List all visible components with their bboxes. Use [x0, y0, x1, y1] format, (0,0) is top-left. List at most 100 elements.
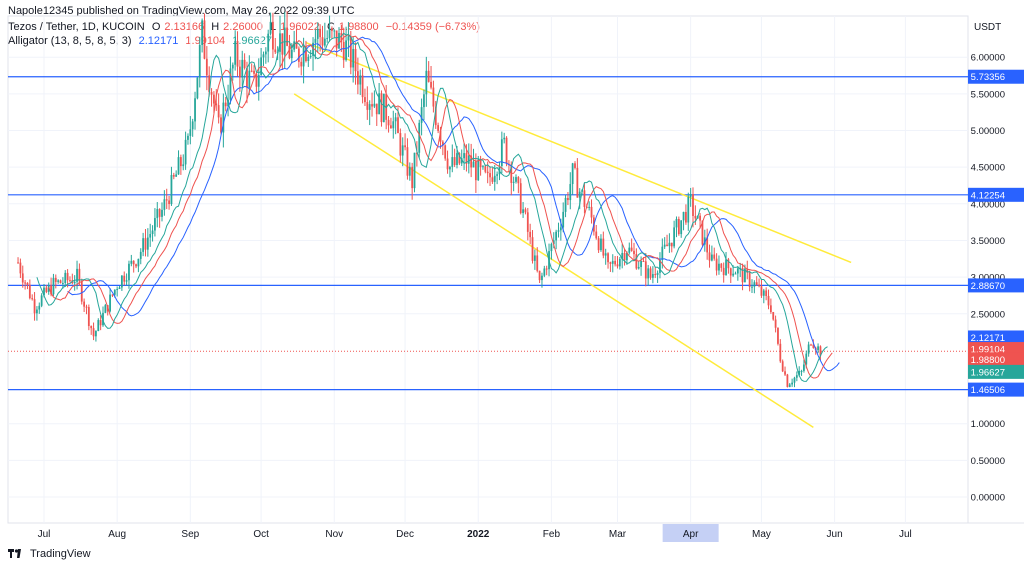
y-tick-label: 3.50000 [971, 236, 1005, 247]
candle-body [26, 282, 29, 285]
candle-body [215, 103, 218, 106]
candle-body [128, 263, 130, 281]
candle-body [791, 382, 794, 385]
candle-body [106, 305, 109, 312]
price-tag [968, 342, 1024, 357]
candle-body [87, 307, 90, 327]
candle-body [231, 64, 234, 69]
candle-body [772, 312, 775, 320]
candle-body [628, 247, 631, 253]
candle-body [626, 252, 628, 261]
change-value: −0.14359 (−6.73%) [385, 21, 480, 33]
candle-body [430, 81, 432, 88]
candle-body [732, 273, 735, 276]
candle-body [33, 299, 36, 314]
candle-body [670, 242, 673, 247]
candle-body [706, 237, 709, 253]
candle-body [484, 166, 487, 172]
candle-body [616, 264, 619, 267]
level-price-tag [968, 69, 1024, 84]
candle-body [769, 305, 772, 313]
candle-body [250, 70, 253, 72]
candle-body [182, 164, 185, 167]
alligator-lips-line [36, 32, 828, 382]
candle-body [701, 220, 704, 245]
candle-body [213, 94, 215, 104]
candle-body [470, 155, 473, 168]
candle-body [40, 295, 43, 306]
low-label: L [269, 21, 277, 33]
x-tick-label: Sep [181, 529, 199, 540]
y-tick-label: 2.50000 [971, 309, 1005, 320]
candle-body [168, 200, 170, 205]
candle-body [536, 255, 539, 271]
level-price-text: 1.46506 [971, 385, 1005, 396]
symbol-name[interactable]: Tezos / Tether, 1D, KUCOIN [8, 21, 145, 33]
candle-body [276, 51, 279, 53]
candle-body [777, 327, 779, 344]
candle-body [611, 260, 614, 264]
candle-body [729, 268, 732, 276]
candle-body [375, 103, 378, 115]
candle-body [189, 129, 192, 136]
candle-body [347, 36, 350, 41]
candle-body [519, 183, 522, 214]
candle-body [656, 272, 659, 275]
candle-body [149, 233, 152, 238]
candle-body [305, 47, 307, 62]
candle-body [463, 153, 465, 159]
candle-body [142, 238, 145, 252]
candle-body [125, 280, 128, 282]
candle-body [753, 282, 756, 287]
y-tick-label: 0.00000 [971, 493, 1005, 504]
candle-body [335, 30, 338, 49]
candle-body [543, 268, 546, 276]
candle-body [793, 377, 796, 383]
candle-body [583, 190, 586, 207]
candle-body [559, 227, 562, 231]
grid [8, 16, 968, 523]
candle-body [340, 33, 343, 42]
candle-body [798, 370, 801, 376]
candle-body [489, 173, 491, 178]
candle-body [434, 106, 437, 126]
x-tick-label: Jul [38, 529, 51, 540]
candle-body [418, 122, 421, 153]
candle-body [751, 286, 753, 288]
candle-body [637, 266, 640, 269]
indicator-name[interactable]: Alligator (13, 8, 5, 8, 5, 3) [8, 35, 132, 47]
candle-body [390, 125, 392, 129]
candle-body [574, 163, 576, 168]
candle-body [290, 49, 293, 59]
candle-body [104, 305, 107, 313]
candle-body [581, 190, 583, 192]
candle-body [595, 231, 598, 239]
candle-body [677, 218, 680, 235]
candle-body [194, 98, 196, 122]
candle-body [444, 145, 447, 159]
candle-body [465, 153, 468, 164]
candle-body [522, 209, 524, 214]
candle-body [307, 56, 310, 62]
price-tag [968, 330, 1024, 345]
candle-body [196, 77, 199, 99]
candle-body [394, 117, 397, 122]
candle-body [427, 70, 430, 82]
candle-body [423, 94, 425, 108]
candle-body [238, 66, 241, 78]
candle-body [359, 75, 362, 85]
candle-body [774, 319, 777, 328]
high-value: 2.26000 [223, 21, 263, 33]
candle-body [130, 260, 133, 264]
candle-body [651, 274, 654, 278]
footer-brand[interactable]: TradingView [8, 548, 91, 560]
candle-body [293, 41, 296, 50]
candle-body [585, 206, 588, 208]
candle-body [795, 375, 798, 378]
candle-body [191, 121, 194, 130]
candle-body [312, 42, 314, 56]
candle-body [644, 261, 647, 279]
teeth-value: 1.99104 [185, 35, 226, 47]
candle-body [474, 161, 477, 181]
